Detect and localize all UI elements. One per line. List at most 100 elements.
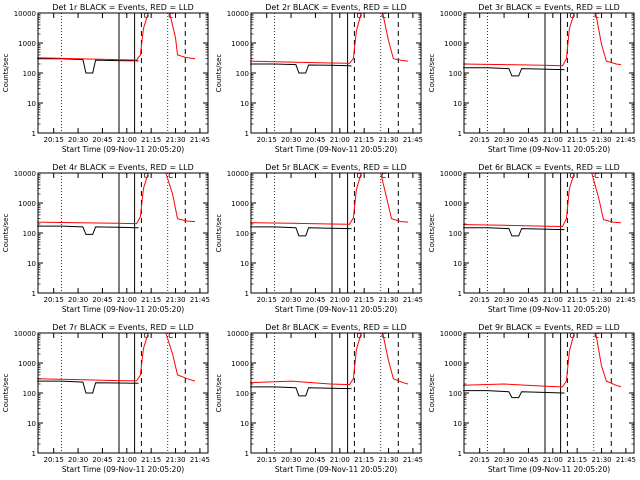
time-marker: C [594, 172, 599, 180]
y-tick-label: 10000 [14, 330, 36, 338]
y-tick-label: 10000 [440, 330, 462, 338]
x-tick-label: 20:45 [305, 456, 325, 464]
y-axis-label: Counts/sec [2, 54, 10, 93]
panel-title: Det 9r BLACK = Events, RED = LLD [478, 323, 620, 332]
x-tick-label: 20:45 [305, 296, 325, 304]
y-axis-label: Counts/sec [215, 374, 223, 413]
y-tick-label: 10 [453, 420, 462, 428]
x-tick-label: 21:30 [378, 136, 398, 144]
x-axis-label: Start Time (09-Nov-11 20:05:20) [488, 145, 610, 154]
panel-det-4: Det 4r BLACK = Events, RED = LLD Counts/s… [2, 163, 210, 314]
y-axis-label: Counts/sec [2, 214, 10, 253]
y-tick-label: 1000 [444, 360, 462, 368]
y-tick-label: 100 [23, 390, 36, 398]
plot-frame [463, 12, 635, 134]
x-tick-label: 20:15 [44, 296, 64, 304]
y-tick-label: 10000 [227, 170, 249, 178]
x-axis-label: Start Time (09-Nov-11 20:05:20) [62, 465, 184, 474]
x-tick-label: 20:30 [281, 296, 301, 304]
x-tick-label: 21:45 [190, 136, 210, 144]
y-tick-label: 1000 [18, 40, 36, 48]
y-tick-label: 1 [32, 130, 36, 138]
y-tick-label: 1000 [231, 360, 249, 368]
x-tick-label: 21:45 [190, 296, 210, 304]
y-tick-label: 100 [236, 70, 249, 78]
time-marker: C [168, 172, 173, 180]
x-tick-label: 21:15 [141, 136, 161, 144]
panel-title: Det 2r BLACK = Events, RED = LLD [265, 3, 407, 12]
x-axis-label: Start Time (09-Nov-11 20:05:20) [488, 465, 610, 474]
series-lld-line [250, 12, 409, 64]
time-marker: O [144, 12, 150, 20]
x-tick-label: 21:00 [330, 296, 350, 304]
y-tick-label: 1000 [444, 200, 462, 208]
y-tick-label: 100 [449, 230, 462, 238]
x-tick-label: 20:45 [92, 296, 112, 304]
x-tick-label: 21:00 [117, 456, 137, 464]
series-lld-line [463, 332, 622, 388]
series-events-line [250, 386, 352, 397]
x-tick-label: 20:30 [68, 456, 88, 464]
x-axis-label: Start Time (09-Nov-11 20:05:20) [275, 145, 397, 154]
time-marker: O [570, 172, 576, 180]
x-tick-label: 20:45 [518, 296, 538, 304]
x-tick-label: 21:45 [616, 296, 636, 304]
x-tick-label: 21:45 [616, 136, 636, 144]
panel-det-1: Det 1r BLACK = Events, RED = LLD Counts/s… [2, 3, 210, 154]
plot-frame [250, 12, 422, 134]
y-tick-label: 10 [27, 420, 36, 428]
panel-det-2: Det 2r BLACK = Events, RED = LLD Counts/s… [215, 3, 423, 154]
y-tick-label: 10 [453, 260, 462, 268]
time-marker: O [144, 172, 150, 180]
y-tick-label: 1 [458, 130, 462, 138]
y-tick-label: 1000 [18, 360, 36, 368]
series-events-line [463, 67, 565, 77]
time-marker: O [144, 332, 150, 340]
x-tick-label: 20:45 [518, 136, 538, 144]
y-tick-label: 1000 [231, 40, 249, 48]
panel-title: Det 4r BLACK = Events, RED = LLD [52, 163, 194, 172]
y-tick-label: 10000 [440, 170, 462, 178]
y-axis-label: Counts/sec [2, 374, 10, 413]
x-tick-label: 21:15 [567, 456, 587, 464]
x-tick-label: 21:00 [330, 456, 350, 464]
x-tick-label: 21:45 [403, 296, 423, 304]
y-axis-label: Counts/sec [215, 54, 223, 93]
x-tick-label: 21:00 [330, 136, 350, 144]
x-tick-label: 20:15 [470, 296, 490, 304]
y-tick-label: 100 [449, 390, 462, 398]
x-tick-label: 20:45 [92, 136, 112, 144]
series-lld-line [37, 172, 196, 225]
y-tick-label: 10 [240, 260, 249, 268]
series-events-line [37, 225, 139, 235]
y-tick-label: 1 [458, 290, 462, 298]
y-axis-label: Counts/sec [215, 214, 223, 253]
x-tick-label: 20:30 [281, 136, 301, 144]
x-tick-label: 21:00 [543, 296, 563, 304]
x-tick-label: 20:15 [470, 456, 490, 464]
time-marker: C [381, 172, 386, 180]
x-tick-label: 20:30 [68, 136, 88, 144]
x-tick-label: 21:15 [354, 456, 374, 464]
x-axis-label: Start Time (09-Nov-11 20:05:20) [62, 145, 184, 154]
y-tick-label: 10 [27, 260, 36, 268]
x-tick-label: 20:30 [494, 296, 514, 304]
x-tick-label: 21:30 [378, 296, 398, 304]
y-tick-label: 100 [23, 70, 36, 78]
x-tick-label: 21:30 [165, 456, 185, 464]
y-tick-label: 100 [449, 70, 462, 78]
x-axis-label: Start Time (09-Nov-11 20:05:20) [275, 465, 397, 474]
plot-frame [463, 172, 635, 294]
panel-det-7: Det 7r BLACK = Events, RED = LLD Counts/s… [2, 323, 210, 474]
panel-det-5: Det 5r BLACK = Events, RED = LLD Counts/s… [215, 163, 423, 314]
panel-title: Det 1r BLACK = Events, RED = LLD [52, 3, 194, 12]
x-tick-label: 21:15 [567, 136, 587, 144]
time-marker: O [357, 12, 363, 20]
x-tick-label: 20:15 [257, 456, 277, 464]
x-tick-label: 21:30 [378, 456, 398, 464]
y-tick-label: 10 [27, 100, 36, 108]
y-tick-label: 100 [23, 230, 36, 238]
series-lld-line [250, 172, 409, 225]
time-marker: O [357, 332, 363, 340]
